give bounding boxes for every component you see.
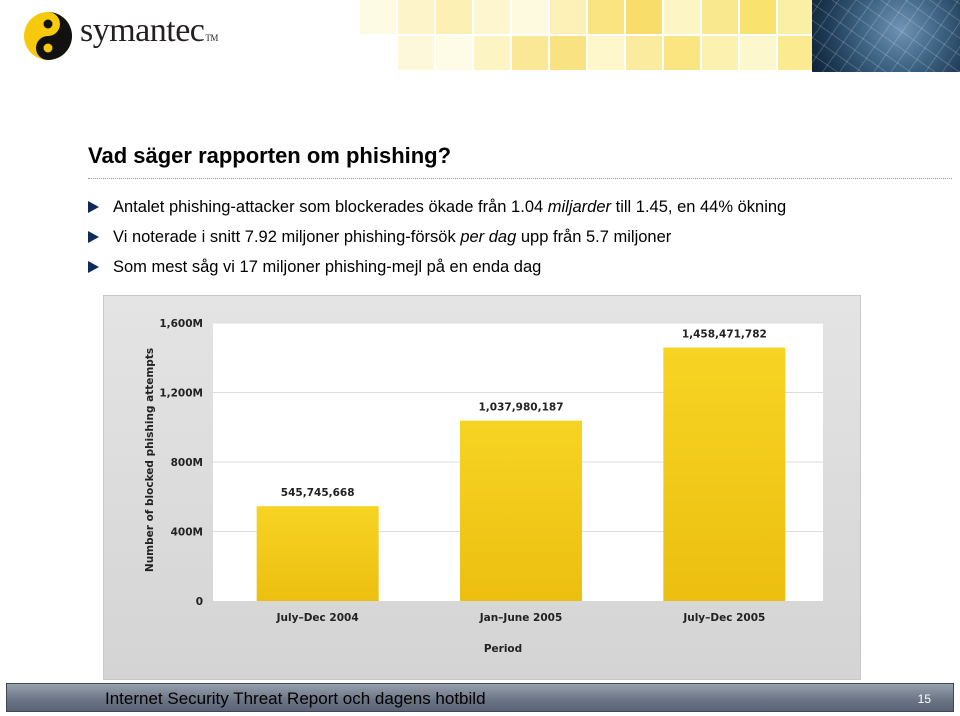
mosaic-tile	[778, 0, 814, 34]
mosaic-tile	[778, 36, 814, 70]
page-number: 15	[917, 692, 931, 706]
y-tick-label: 1,200M	[159, 388, 203, 400]
mosaic-tile	[740, 0, 776, 34]
mosaic-tile	[550, 0, 586, 34]
x-tick-label: July–Dec 2004	[276, 612, 359, 624]
mosaic-tile	[702, 36, 738, 70]
y-axis-label: Number of blocked phishing attempts	[144, 348, 156, 572]
mosaic-tile	[664, 0, 700, 34]
mosaic-tile	[550, 36, 586, 70]
mosaic-tile	[474, 0, 510, 34]
mosaic-tile	[436, 0, 472, 34]
x-axis-label: Period	[484, 643, 522, 655]
bullet-item: Som mest såg vi 17 miljoner phishing-mej…	[88, 258, 541, 277]
bar	[460, 420, 582, 601]
mosaic-tile	[702, 0, 738, 34]
globe-image	[812, 0, 960, 72]
mosaic-tile	[626, 36, 662, 70]
bullet-item: Antalet phishing-attacker som blockerade…	[88, 198, 786, 217]
bullet-arrow-icon	[88, 231, 99, 243]
y-tick-label: 400M	[171, 527, 203, 539]
slide-title: Vad säger rapporten om phishing?	[88, 143, 452, 168]
x-tick-label: Jan–June 2005	[479, 612, 563, 624]
mosaic-tile	[360, 0, 396, 34]
title-divider	[88, 178, 952, 179]
y-tick-label: 1,600M	[159, 318, 203, 330]
y-tick-label: 800M	[171, 457, 203, 469]
mosaic-tile	[588, 36, 624, 70]
y-tick-label: 0	[196, 596, 203, 608]
mosaic-tile	[474, 36, 510, 70]
bar	[256, 506, 379, 601]
mosaic-tile	[740, 36, 776, 70]
mosaic-tile	[512, 36, 548, 70]
bullet-arrow-icon	[88, 261, 99, 273]
mosaic-tile	[512, 0, 548, 34]
x-tick-label: July–Dec 2005	[682, 612, 765, 624]
mosaic-tile	[664, 36, 700, 70]
bar-value-label: 1,458,471,782	[682, 329, 767, 341]
bar-value-label: 545,745,668	[281, 487, 355, 499]
symantec-logo	[24, 12, 72, 60]
mosaic-tile	[588, 0, 624, 34]
bullet-item: Vi noterade i snitt 7.92 miljoner phishi…	[88, 228, 671, 247]
mosaic-tile	[398, 36, 434, 70]
footer-bar: Internet Security Threat Report och dage…	[6, 683, 954, 712]
mosaic-tile	[436, 36, 472, 70]
bar-chart: 545,745,668 1,037,980,187 1,458,471,782 0 4…	[144, 318, 823, 655]
mosaic-tile	[626, 0, 662, 34]
bar-value-label: 1,037,980,187	[478, 402, 563, 414]
bar	[663, 347, 786, 601]
mosaic-tile	[398, 0, 434, 34]
header-tile-mosaic	[360, 0, 820, 72]
footer-title: Internet Security Threat Report och dage…	[105, 689, 486, 708]
bullet-arrow-icon	[88, 201, 99, 213]
logo-wordmark: symantecTM	[80, 12, 218, 49]
